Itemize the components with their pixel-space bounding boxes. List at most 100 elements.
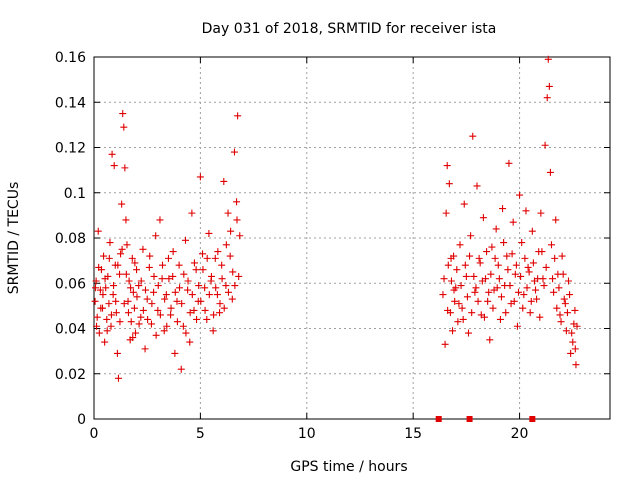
data-point — [178, 300, 186, 308]
data-point — [158, 275, 166, 283]
data-point — [122, 216, 130, 224]
data-point — [150, 288, 158, 296]
data-point — [441, 340, 449, 348]
data-point — [93, 322, 101, 330]
data-point — [478, 277, 486, 285]
data-point — [516, 191, 524, 199]
data-point — [105, 254, 113, 262]
data-point — [116, 318, 124, 326]
data-point — [509, 218, 517, 226]
data-point — [216, 309, 224, 317]
data-point — [560, 295, 568, 303]
data-point — [479, 214, 487, 222]
data-point — [127, 284, 135, 292]
y-tick-labels: 0 0.02 0.04 0.06 0.08 0.1 0.12 0.14 0.16 — [55, 50, 86, 428]
data-point — [169, 248, 177, 256]
data-point — [566, 291, 574, 299]
data-point — [124, 297, 132, 305]
data-point — [538, 248, 546, 256]
data-point — [148, 300, 156, 308]
data-point — [95, 329, 103, 337]
x-tick-label: 15 — [404, 426, 422, 442]
data-point — [133, 293, 141, 301]
data-point — [103, 315, 111, 323]
data-point — [130, 304, 138, 312]
data-point — [195, 282, 203, 290]
data-point — [218, 261, 226, 269]
data-point — [561, 300, 569, 308]
x-tick-label: 10 — [298, 426, 316, 442]
data-point — [116, 270, 124, 278]
plot-frame — [93, 56, 611, 420]
data-point — [152, 331, 160, 339]
data-point — [447, 277, 455, 285]
data-point — [179, 322, 187, 330]
data-point — [197, 297, 205, 305]
y-tick-label: 0.04 — [55, 322, 86, 338]
data-point — [549, 275, 557, 283]
y-tick-label: 0 — [77, 412, 86, 428]
data-point — [526, 309, 534, 317]
data-point — [543, 94, 551, 102]
data-point — [113, 349, 121, 357]
data-point — [471, 288, 479, 296]
data-point — [231, 282, 239, 290]
data-point — [532, 286, 540, 294]
data-point — [567, 349, 575, 357]
data-point — [211, 254, 219, 262]
data-point — [109, 291, 117, 299]
data-point — [451, 297, 459, 305]
data-point — [216, 300, 224, 308]
data-point — [118, 200, 126, 208]
data-point — [444, 306, 452, 314]
data-point — [483, 248, 491, 256]
chart-title: Day 031 of 2018, SRMTID for receiver ist… — [202, 21, 497, 37]
data-point — [508, 250, 516, 258]
data-point — [233, 216, 241, 224]
data-point — [203, 254, 211, 262]
y-tick-label: 0.1 — [64, 186, 86, 202]
data-point — [213, 291, 221, 299]
x-tick-label: 20 — [511, 426, 529, 442]
data-point — [127, 318, 135, 326]
data-point — [139, 306, 147, 314]
data-point — [163, 322, 171, 330]
data-point — [236, 232, 244, 240]
data-point — [92, 277, 100, 285]
data-point — [541, 141, 549, 149]
data-point — [517, 272, 525, 280]
data-point — [102, 284, 110, 292]
data-point — [125, 277, 133, 285]
data-point — [209, 327, 217, 335]
data-point — [154, 282, 162, 290]
data-point — [97, 304, 105, 312]
data-point — [468, 309, 476, 317]
x-tick-labels: 0 5 10 15 20 — [90, 426, 529, 442]
data-point — [457, 282, 465, 290]
data-point — [467, 232, 475, 240]
y-axis-title: SRMTID / TECUs — [6, 182, 22, 295]
data-point — [128, 254, 136, 262]
data-point — [571, 306, 579, 314]
data-point — [461, 261, 469, 269]
data-point — [556, 311, 564, 319]
data-point — [212, 284, 220, 292]
data-point — [558, 252, 566, 260]
data-point — [493, 284, 501, 292]
data-point — [188, 209, 196, 217]
data-point — [529, 416, 536, 422]
data-point — [224, 209, 232, 217]
data-point — [496, 315, 504, 323]
data-point — [175, 261, 183, 269]
data-point — [107, 322, 115, 330]
y-tick-label: 0.14 — [55, 95, 86, 111]
data-point — [476, 259, 484, 267]
data-point — [108, 150, 116, 158]
data-point — [199, 250, 207, 258]
data-point — [182, 329, 190, 337]
data-point — [119, 110, 127, 118]
data-point — [114, 374, 122, 382]
data-point — [522, 207, 530, 215]
data-point — [147, 320, 155, 328]
